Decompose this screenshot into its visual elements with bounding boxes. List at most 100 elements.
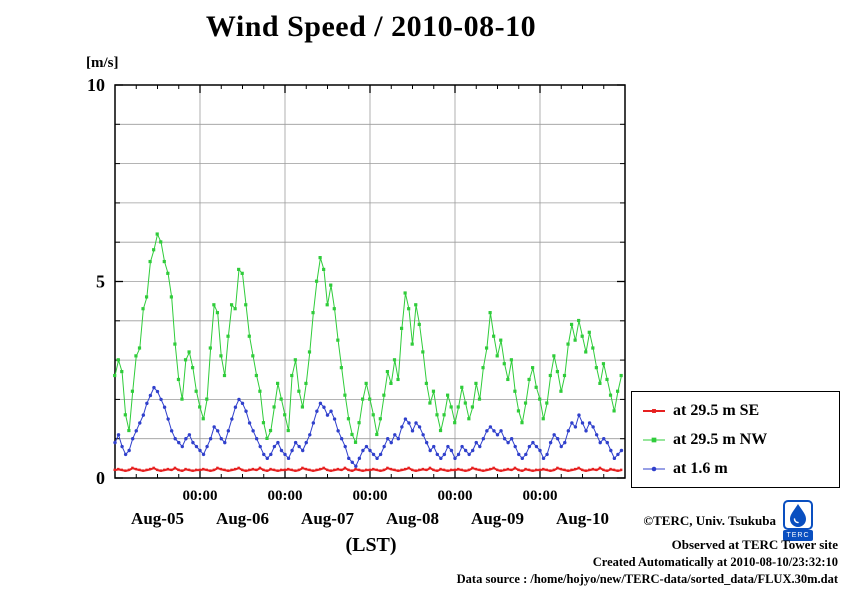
data-point [152, 248, 156, 252]
data-point [333, 468, 336, 472]
data-point [354, 464, 358, 468]
data-point [428, 401, 432, 405]
data-point [116, 433, 121, 437]
data-point [594, 366, 598, 370]
data-point [357, 456, 362, 461]
data-point [552, 433, 556, 437]
data-point [336, 429, 340, 433]
data-point [471, 466, 474, 470]
data-point [187, 468, 191, 472]
data-point [396, 377, 400, 382]
data-point [602, 437, 606, 441]
data-point [421, 433, 425, 437]
data-point [301, 448, 305, 453]
data-point [594, 433, 599, 437]
data-point [138, 468, 141, 472]
data-point [393, 468, 396, 472]
data-point [187, 350, 191, 354]
data-point [191, 366, 195, 370]
data-point [510, 468, 513, 472]
data-point [272, 405, 276, 409]
data-point [155, 389, 160, 394]
data-point [329, 469, 332, 472]
data-point [457, 467, 460, 471]
data-point [407, 421, 411, 425]
data-point [587, 421, 592, 425]
data-point [120, 444, 124, 449]
data-point [513, 444, 517, 449]
data-point [488, 425, 493, 429]
data-point [343, 393, 347, 397]
data-point [616, 452, 620, 457]
data-point [226, 469, 230, 472]
data-point [431, 389, 436, 393]
data-point [382, 468, 386, 472]
data-point [272, 468, 276, 472]
data-point [542, 467, 545, 471]
data-point [581, 468, 584, 472]
data-point [244, 469, 247, 472]
data-point [389, 381, 393, 385]
data-point [198, 468, 201, 472]
data-point [460, 468, 463, 472]
data-point [233, 405, 238, 409]
data-point [340, 468, 343, 472]
data-point [570, 421, 574, 425]
data-point [329, 283, 333, 287]
data-point [127, 468, 131, 472]
data-point [166, 271, 170, 275]
day-label: Aug-07 [301, 509, 354, 528]
data-point [131, 466, 134, 470]
data-point [240, 271, 244, 275]
data-point [255, 468, 258, 472]
data-point [602, 468, 605, 472]
data-point [485, 429, 489, 433]
data-point [286, 428, 290, 433]
data-point [212, 303, 216, 307]
data-point [124, 469, 127, 472]
data-point [609, 467, 612, 471]
data-point [308, 468, 311, 472]
data-point [258, 466, 262, 470]
x-midnight-label: 00:00 [523, 488, 558, 504]
data-point [392, 358, 397, 362]
data-point [350, 469, 354, 472]
data-point [254, 437, 259, 441]
data-point [276, 381, 280, 385]
data-point [304, 467, 308, 471]
data-point [509, 437, 514, 441]
data-point [463, 401, 467, 405]
data-point [495, 433, 500, 437]
data-point [180, 444, 184, 449]
data-point [194, 468, 198, 472]
data-point [559, 444, 563, 449]
data-point [410, 429, 415, 433]
data-point [477, 397, 482, 401]
data-point [201, 452, 206, 457]
data-point [173, 342, 177, 346]
data-point [563, 440, 567, 445]
data-point [212, 425, 216, 429]
data-point [318, 467, 322, 471]
water-drop-icon [783, 500, 813, 530]
data-point [332, 307, 336, 311]
data-point [279, 468, 283, 472]
data-point [364, 381, 368, 385]
data-point [361, 397, 365, 401]
data-point [531, 366, 535, 370]
data-point [464, 469, 467, 472]
data-point [322, 466, 325, 470]
data-point [173, 466, 177, 470]
data-point [424, 381, 428, 385]
data-point [428, 448, 432, 453]
data-point [248, 468, 251, 472]
data-point [173, 437, 177, 441]
data-point [417, 425, 422, 429]
data-point [484, 346, 489, 350]
data-point [361, 448, 365, 453]
data-point [141, 469, 145, 472]
data-point [241, 468, 244, 472]
data-point [229, 303, 234, 307]
data-point [113, 468, 116, 472]
data-point [283, 468, 286, 472]
